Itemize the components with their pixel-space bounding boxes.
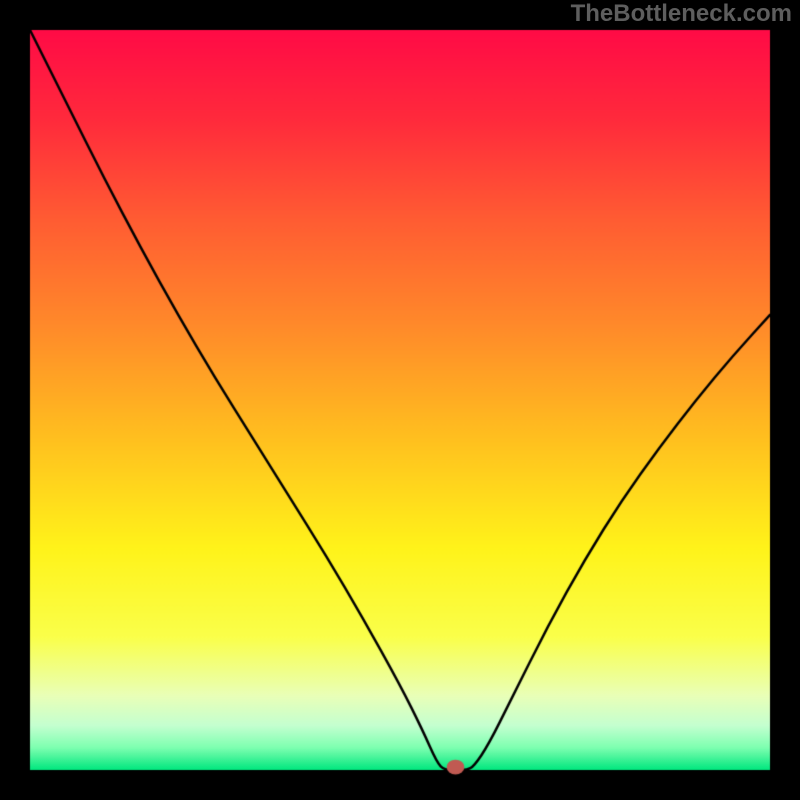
chart-container: TheBottleneck.com [0,0,800,800]
watermark-text: TheBottleneck.com [571,0,792,28]
bottleneck-chart-canvas [0,0,800,800]
